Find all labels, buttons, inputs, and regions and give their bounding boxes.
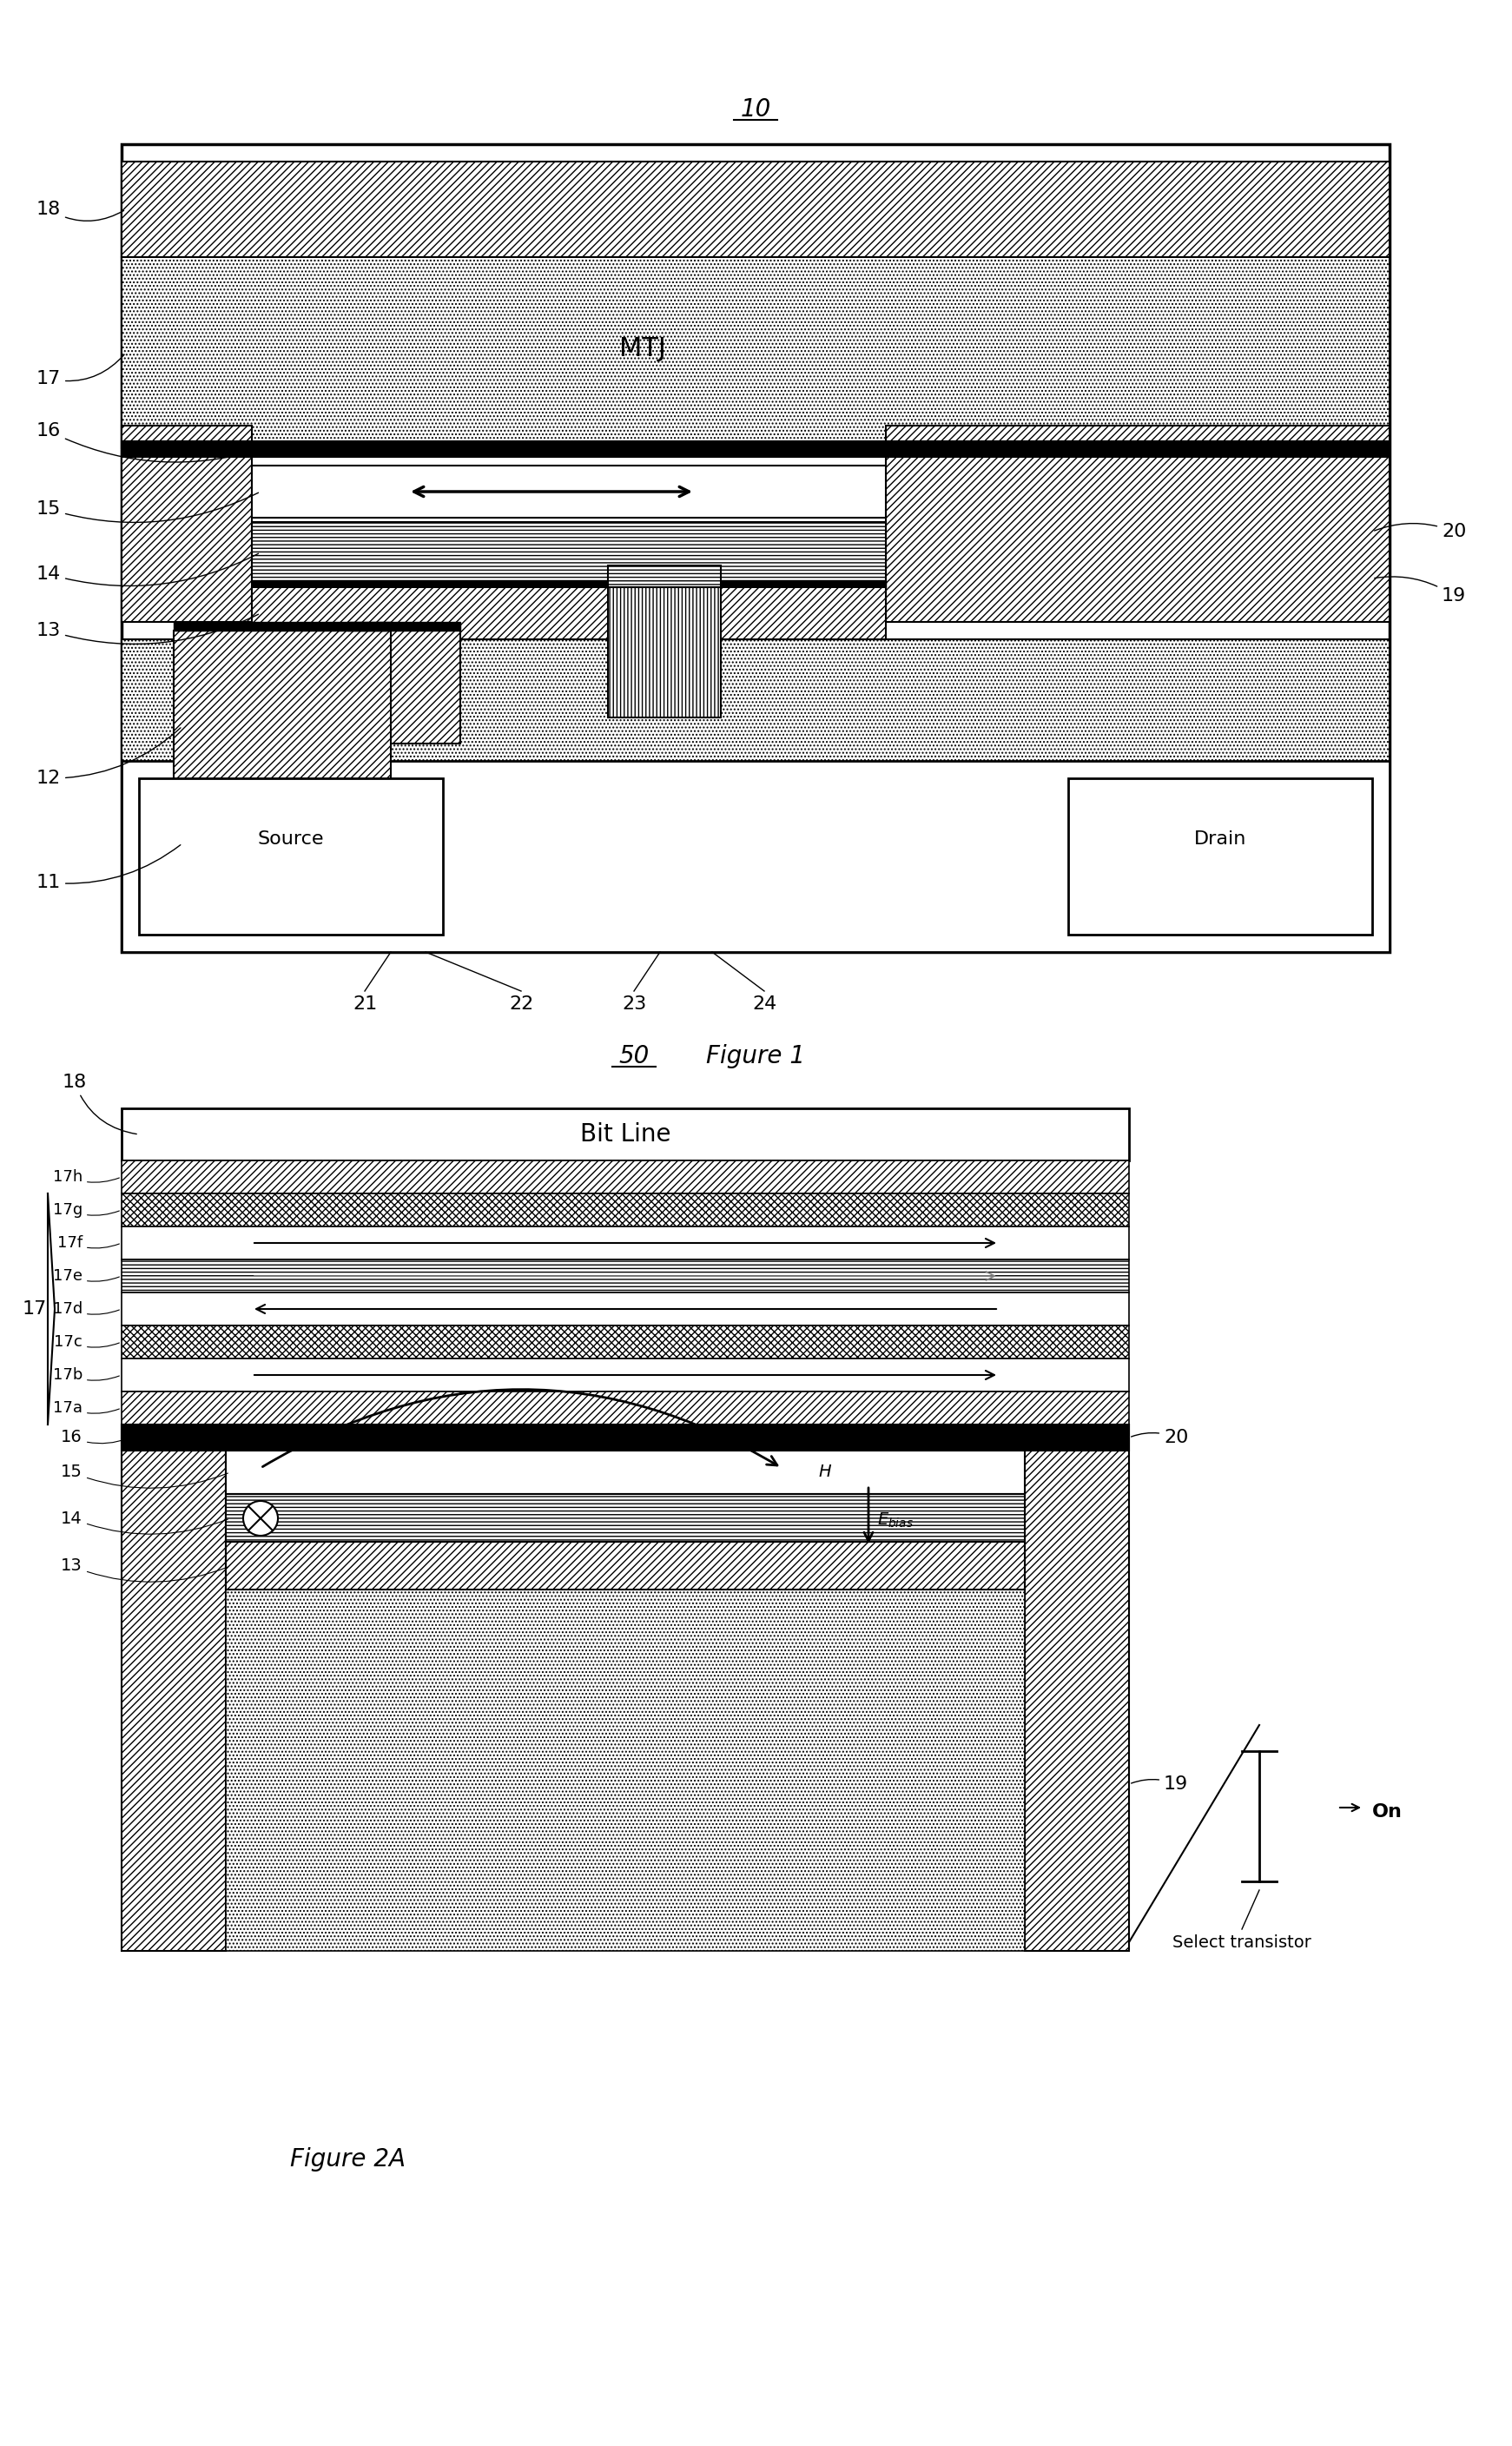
Text: 13: 13 (36, 614, 259, 643)
Text: Figure 1: Figure 1 (706, 1044, 804, 1069)
Text: 15: 15 (36, 492, 259, 523)
Circle shape (243, 1502, 278, 1536)
Text: 14: 14 (36, 553, 259, 587)
Bar (121, 1225, 1129, 1260)
Bar (121, 1392, 1129, 1424)
Bar (121, 1424, 1129, 1450)
Bar (121, 1326, 1129, 1358)
Text: 19: 19 (1131, 1776, 1188, 1793)
Bar (121, 440, 1390, 457)
Bar (348, 621, 460, 631)
Text: 21: 21 (352, 996, 376, 1013)
Bar (348, 631, 460, 744)
Bar (121, 161, 1390, 257)
Bar (253, 580, 886, 587)
Bar (121, 1194, 1129, 1225)
Bar (121, 257, 1390, 448)
Text: Drain: Drain (1194, 829, 1246, 849)
Text: Bit Line: Bit Line (581, 1123, 671, 1147)
Bar (225, 1450, 1025, 1495)
Bar (225, 1495, 1025, 1541)
Text: Figure 2A: Figure 2A (290, 2148, 405, 2172)
Text: 24: 24 (751, 996, 777, 1013)
Text: 20: 20 (1374, 523, 1467, 541)
Bar (886, 426, 1390, 621)
Bar (253, 521, 886, 582)
Bar (253, 587, 886, 638)
Text: 17d: 17d (53, 1301, 119, 1316)
Bar (139, 778, 443, 934)
Bar (174, 822, 390, 866)
Text: 18: 18 (36, 201, 124, 220)
Bar (608, 565, 721, 587)
Bar (121, 761, 1390, 951)
Text: On: On (1373, 1803, 1403, 1820)
Text: 17e: 17e (53, 1267, 119, 1284)
Text: 23: 23 (621, 996, 646, 1013)
Bar (1025, 1424, 1129, 1952)
Bar (121, 144, 1390, 951)
Text: 15: 15 (60, 1465, 228, 1487)
Text: MTJ: MTJ (620, 335, 667, 362)
Bar (121, 426, 253, 621)
Text: 11: 11 (36, 844, 180, 890)
Bar (121, 1159, 1129, 1194)
Text: H: H (818, 1465, 832, 1480)
Text: 17c: 17c (54, 1333, 119, 1350)
Text: Select transistor: Select transistor (1172, 1935, 1311, 1949)
Text: 14: 14 (60, 1509, 228, 1534)
Text: 10: 10 (741, 98, 771, 122)
Text: 18: 18 (62, 1074, 136, 1135)
Bar (121, 1108, 1129, 1159)
Bar (225, 1541, 1025, 1590)
Text: $E_{bias}$: $E_{bias}$ (877, 1512, 913, 1529)
Text: 16: 16 (36, 423, 259, 462)
Text: 17f: 17f (57, 1235, 119, 1250)
Bar (121, 1358, 1129, 1392)
Text: 17b: 17b (53, 1367, 119, 1382)
Bar (121, 1291, 1129, 1326)
Text: 20: 20 (1131, 1428, 1188, 1446)
Text: 17: 17 (23, 1301, 47, 1318)
Text: 17: 17 (36, 355, 124, 386)
Text: 12: 12 (36, 729, 180, 788)
Bar (1067, 778, 1373, 934)
Text: 17g: 17g (53, 1201, 119, 1218)
Text: 50: 50 (618, 1044, 649, 1069)
Bar (608, 587, 721, 717)
Text: Source: Source (257, 829, 324, 849)
Bar (121, 638, 1390, 951)
Text: 19: 19 (1374, 577, 1467, 604)
Bar (253, 465, 886, 519)
Bar (121, 1260, 1129, 1291)
Bar (174, 631, 390, 822)
Text: 17a: 17a (53, 1399, 119, 1416)
Bar (174, 621, 390, 631)
Bar (121, 1424, 225, 1952)
Text: 22: 22 (510, 996, 534, 1013)
Text: 13: 13 (60, 1558, 228, 1583)
Text: 16: 16 (60, 1428, 129, 1446)
Text: 17h: 17h (53, 1169, 119, 1184)
Bar (225, 1450, 1025, 1952)
